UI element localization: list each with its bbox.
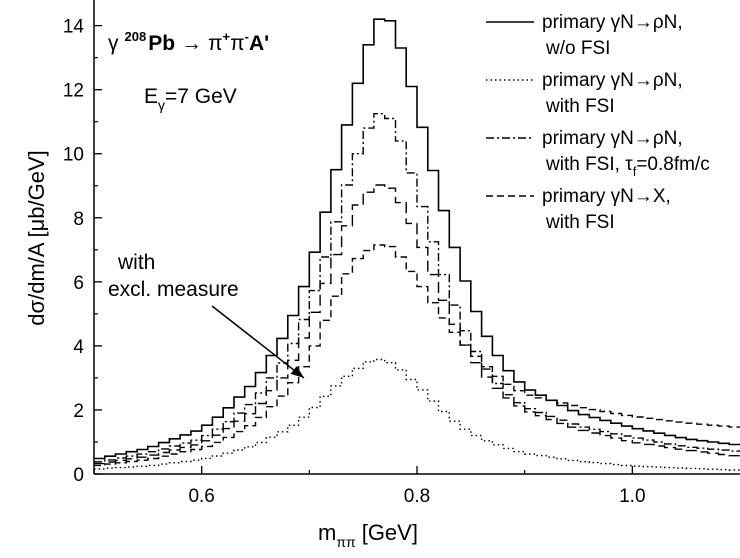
annotation-arrow <box>211 305 305 379</box>
y-tick-label: 2 <box>73 401 84 422</box>
series-line-4 <box>94 244 740 467</box>
legend-label-3: primary γN→ρN, <box>542 128 683 149</box>
x-axis-title: mππ [GeV] <box>318 520 418 550</box>
legend-background <box>478 6 740 242</box>
x-tick-label: 0.8 <box>404 486 430 507</box>
annotation-arrowhead <box>290 365 304 378</box>
energy-label: Eγ=7 GeV <box>144 85 237 113</box>
legend-label-1: primary γN→ρN, <box>542 12 683 33</box>
x-axis-title-main: m <box>318 520 336 545</box>
x-axis-title-unit: [GeV] <box>362 520 418 545</box>
legend-label-2-line2: with FSI <box>545 96 615 117</box>
reaction-gamma: γ <box>108 32 119 55</box>
legend-label-2: primary γN→ρN, <box>542 70 683 91</box>
legend-label-4: primary γN→X, <box>542 186 671 207</box>
legend-label-4-line2: with FSI <box>545 212 615 233</box>
reaction-pi-minus: π <box>230 32 245 55</box>
series-line-2 <box>94 358 740 471</box>
reaction-minus: - <box>245 29 249 44</box>
reaction-plus: + <box>223 29 231 44</box>
x-tick-label: 0.6 <box>188 486 214 507</box>
y-tick-label: 0 <box>73 465 84 486</box>
y-tick-label: 14 <box>63 17 85 38</box>
series-line-5 <box>94 184 740 465</box>
series-layer <box>94 18 740 471</box>
legend-label-3-line2: with FSI, τf=0.8fm/c <box>545 154 710 179</box>
series-line-1 <box>94 18 740 460</box>
x-axis-title-sub: ππ <box>336 534 356 550</box>
y-axis-title: dσ/dm/A [μb/GeV] <box>24 150 49 325</box>
reaction-pi-plus: π <box>208 32 223 55</box>
reaction-mass-number: 208 <box>125 29 147 44</box>
reaction-label: γ 208Pb → π+π-A' <box>108 29 269 55</box>
x-tick-label: 1.0 <box>619 486 645 507</box>
y-tick-label: 6 <box>73 273 84 294</box>
series-line-3 <box>94 113 740 463</box>
y-tick-label: 10 <box>63 145 84 166</box>
legend: primary γN→ρN, w/o FSI primary γN→ρN, with … <box>478 6 740 242</box>
y-tick-label: 12 <box>63 81 84 102</box>
annotation-line1: with <box>117 251 155 274</box>
energy-e: E <box>144 85 158 108</box>
annotation-line2: excl. measure <box>108 278 239 301</box>
reaction-nucleus: Pb <box>148 32 175 55</box>
legend-label-1-line2: w/o FSI <box>545 38 610 59</box>
y-tick-label: 4 <box>73 337 84 358</box>
reaction-arrow: → <box>181 32 202 55</box>
energy-sub: γ <box>158 97 165 113</box>
reaction-residual: A' <box>249 32 269 55</box>
energy-value: =7 GeV <box>165 85 237 108</box>
y-tick-label: 8 <box>73 209 84 230</box>
ticks-layer: 0.6 0.8 1.0 0 2 4 6 8 10 12 14 <box>63 17 646 507</box>
